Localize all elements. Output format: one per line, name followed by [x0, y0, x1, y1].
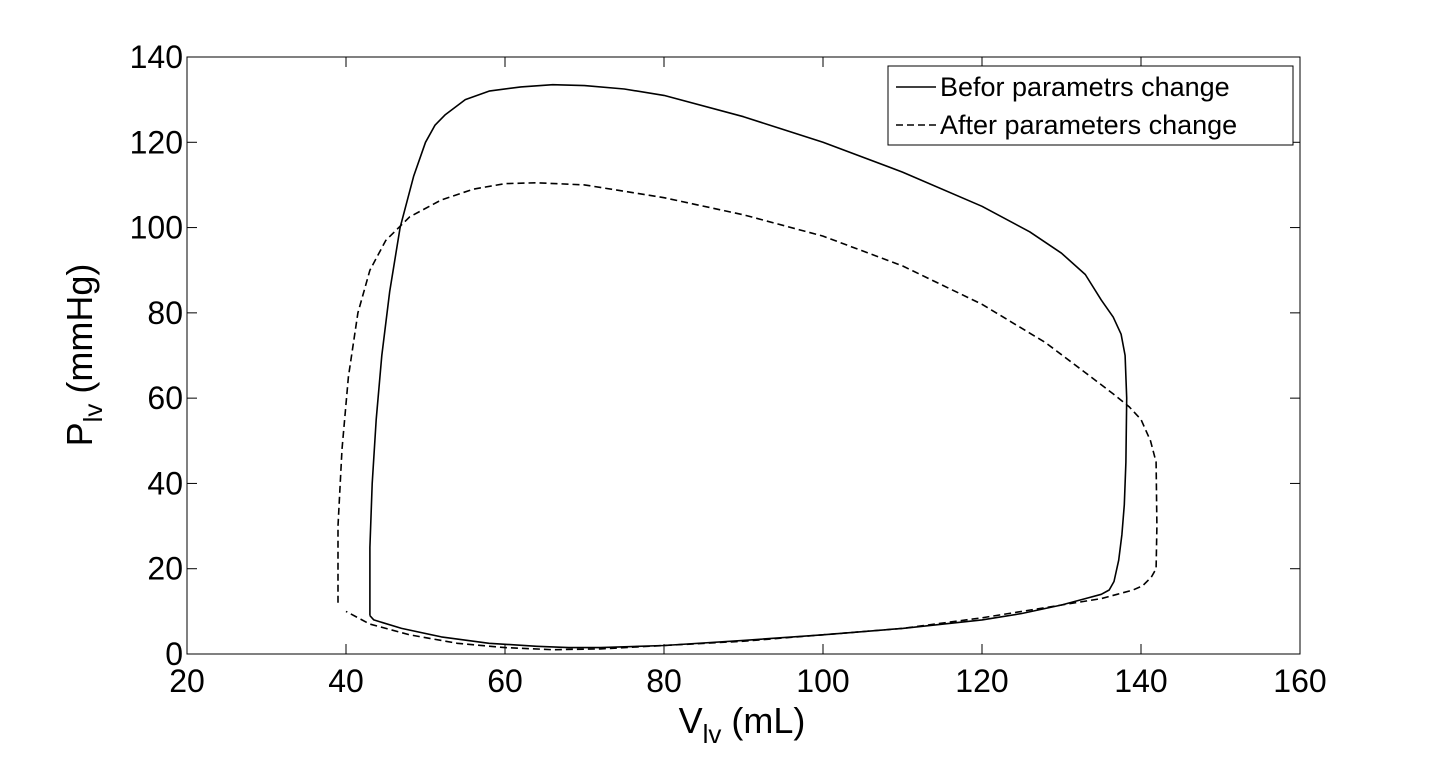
- x-axis-title: Vlv (mL): [679, 700, 806, 749]
- x-tick-label: 40: [328, 663, 364, 699]
- x-axis-title-sub: lv: [703, 719, 722, 749]
- x-tick-label: 120: [955, 663, 1008, 699]
- y-tick-label: 80: [147, 295, 183, 331]
- x-axis-title-main: V: [679, 700, 703, 741]
- y-tick-label: 60: [147, 380, 183, 416]
- x-tick-label: 160: [1273, 663, 1326, 699]
- plot-frame: [186, 56, 1301, 655]
- series-line-before: [369, 83, 1128, 649]
- y-tick-label: 0: [165, 636, 183, 672]
- y-tick-label: 120: [130, 124, 183, 160]
- y-axis-title-unit: (mmHg): [59, 264, 100, 404]
- series-lines: [337, 83, 1158, 651]
- y-tick-label: 40: [147, 465, 183, 501]
- x-tick-label: 80: [646, 663, 682, 699]
- x-axis-title-unit: (mL): [721, 700, 805, 741]
- y-tick-label: 140: [130, 39, 183, 75]
- y-axis-title: Plv (mmHg): [59, 264, 108, 447]
- y-tick-label: 20: [147, 551, 183, 587]
- x-tick-label: 140: [1114, 663, 1167, 699]
- legend-label-before: Befor parametrs change: [940, 72, 1230, 102]
- legend: Befor parametrs change After parameters …: [887, 65, 1294, 146]
- y-tick-label: 100: [130, 210, 183, 246]
- plot-area-border: [186, 56, 1301, 655]
- y-axis-title-main: P: [59, 422, 100, 446]
- x-tick-label: 100: [796, 663, 849, 699]
- x-tick-label: 60: [487, 663, 523, 699]
- legend-box: [887, 65, 1294, 146]
- legend-label-after: After parameters change: [940, 110, 1237, 140]
- x-tick-label: 20: [169, 663, 205, 699]
- y-axis-title-sub: lv: [78, 404, 108, 423]
